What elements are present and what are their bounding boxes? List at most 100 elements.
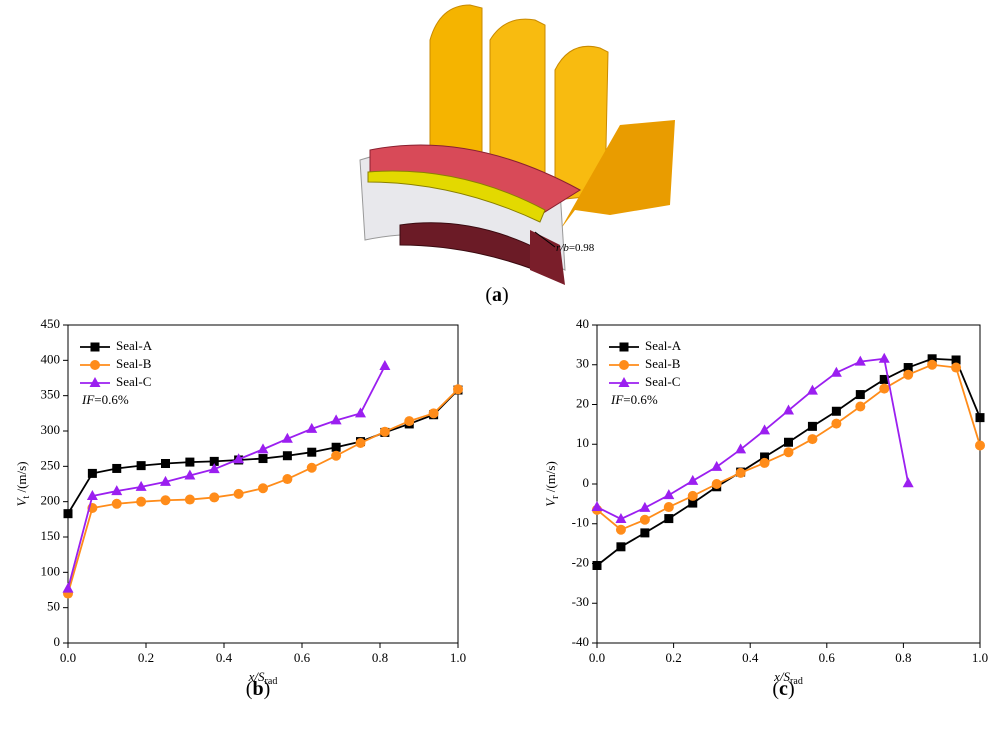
marker xyxy=(331,451,341,461)
y-tick-label: -20 xyxy=(572,554,589,569)
y-tick-label: -40 xyxy=(572,634,589,649)
y-label-unit: /(m/s) xyxy=(14,461,29,495)
marker xyxy=(185,495,195,505)
marker xyxy=(831,419,841,429)
legend-label: Seal-B xyxy=(645,356,681,371)
annotation-text: =0.6% xyxy=(623,392,658,407)
marker xyxy=(90,360,100,370)
caption: (c) xyxy=(772,678,794,700)
y-axis-label: Vt /(m/s) xyxy=(14,461,32,506)
marker xyxy=(832,407,841,416)
y-axis-label: Vr /(m/s) xyxy=(543,461,561,507)
y-tick-label: 100 xyxy=(41,563,61,578)
marker xyxy=(951,363,961,373)
x-tick-label: 0.6 xyxy=(294,650,311,665)
y-tick-label: 400 xyxy=(41,351,61,366)
legend-label: Seal-B xyxy=(116,356,152,371)
legend-label: Seal-C xyxy=(645,374,680,389)
marker xyxy=(711,461,722,471)
caption-paren: ) xyxy=(264,678,271,700)
y-tick-label: 150 xyxy=(41,528,61,543)
marker xyxy=(856,390,865,399)
marker xyxy=(112,499,122,509)
marker xyxy=(259,454,268,463)
marker xyxy=(855,401,865,411)
x-tick-label: 1.0 xyxy=(450,650,466,665)
marker xyxy=(664,514,673,523)
marker xyxy=(592,501,603,511)
seal-render: r/b=0.98 (a) xyxy=(360,5,675,306)
marker xyxy=(807,434,817,444)
y-tick-label: 50 xyxy=(47,599,60,614)
marker xyxy=(307,448,316,457)
y-tick-label: 40 xyxy=(576,316,589,331)
caption: (b) xyxy=(246,678,270,700)
marker xyxy=(784,447,794,457)
marker xyxy=(258,483,268,493)
marker xyxy=(639,502,650,512)
marker xyxy=(593,561,602,570)
marker xyxy=(807,385,818,395)
y-tick-label: -30 xyxy=(572,594,589,609)
marker xyxy=(136,497,146,507)
marker xyxy=(137,461,146,470)
legend-label: Seal-C xyxy=(116,374,151,389)
marker xyxy=(927,360,937,370)
annotation-text: =0.6% xyxy=(94,392,129,407)
marker xyxy=(63,583,74,593)
figure: r/b=0.98 (a) 050100150200250300350400450… xyxy=(0,0,995,729)
marker xyxy=(112,464,121,473)
y-tick-label: 10 xyxy=(576,435,589,450)
marker xyxy=(903,370,913,380)
series-line xyxy=(597,359,980,566)
annotation-italic: IF xyxy=(610,392,624,407)
legend-label: Seal-A xyxy=(116,338,153,353)
marker xyxy=(976,413,985,422)
marker xyxy=(620,343,629,352)
x-tick-label: 0.0 xyxy=(60,650,76,665)
marker xyxy=(380,427,390,437)
marker xyxy=(688,491,698,501)
marker xyxy=(161,495,171,505)
marker xyxy=(784,438,793,447)
x-tick-label: 0.2 xyxy=(665,650,681,665)
y-tick-label: 300 xyxy=(41,422,61,437)
marker xyxy=(91,343,100,352)
marker xyxy=(185,458,194,467)
annotation: r/b=0.98 xyxy=(556,242,595,254)
x-tick-label: 0.4 xyxy=(742,650,759,665)
y-tick-label: 0 xyxy=(583,475,590,490)
marker xyxy=(640,515,650,525)
legend-label: Seal-A xyxy=(645,338,682,353)
marker xyxy=(283,451,292,460)
marker xyxy=(712,479,722,489)
marker xyxy=(379,360,390,370)
annotation: IF=0.6% xyxy=(610,392,658,407)
y-label-unit: /(m/s) xyxy=(543,461,558,495)
marker xyxy=(282,474,292,484)
annotation-text: =0.98 xyxy=(569,242,595,254)
annotation-italic: r/b xyxy=(556,242,569,254)
marker xyxy=(64,509,73,518)
marker xyxy=(808,422,817,431)
series-line xyxy=(597,359,908,519)
marker xyxy=(307,463,317,473)
caption-paren: ) xyxy=(788,678,795,700)
marker xyxy=(429,408,439,418)
marker xyxy=(640,528,649,537)
marker xyxy=(90,377,101,387)
y-tick-label: 20 xyxy=(576,395,589,410)
plot-frame xyxy=(597,325,980,643)
marker xyxy=(760,458,770,468)
marker xyxy=(453,384,463,394)
caption-letter: b xyxy=(252,678,263,700)
marker xyxy=(736,468,746,478)
marker xyxy=(664,502,674,512)
caption: (a) xyxy=(485,284,508,306)
marker xyxy=(687,475,698,485)
y-tick-label: 200 xyxy=(41,493,61,508)
x-tick-label: 0.2 xyxy=(138,650,154,665)
marker xyxy=(332,443,341,452)
x-tick-label: 0.8 xyxy=(372,650,388,665)
y-tick-label: 0 xyxy=(54,634,61,649)
